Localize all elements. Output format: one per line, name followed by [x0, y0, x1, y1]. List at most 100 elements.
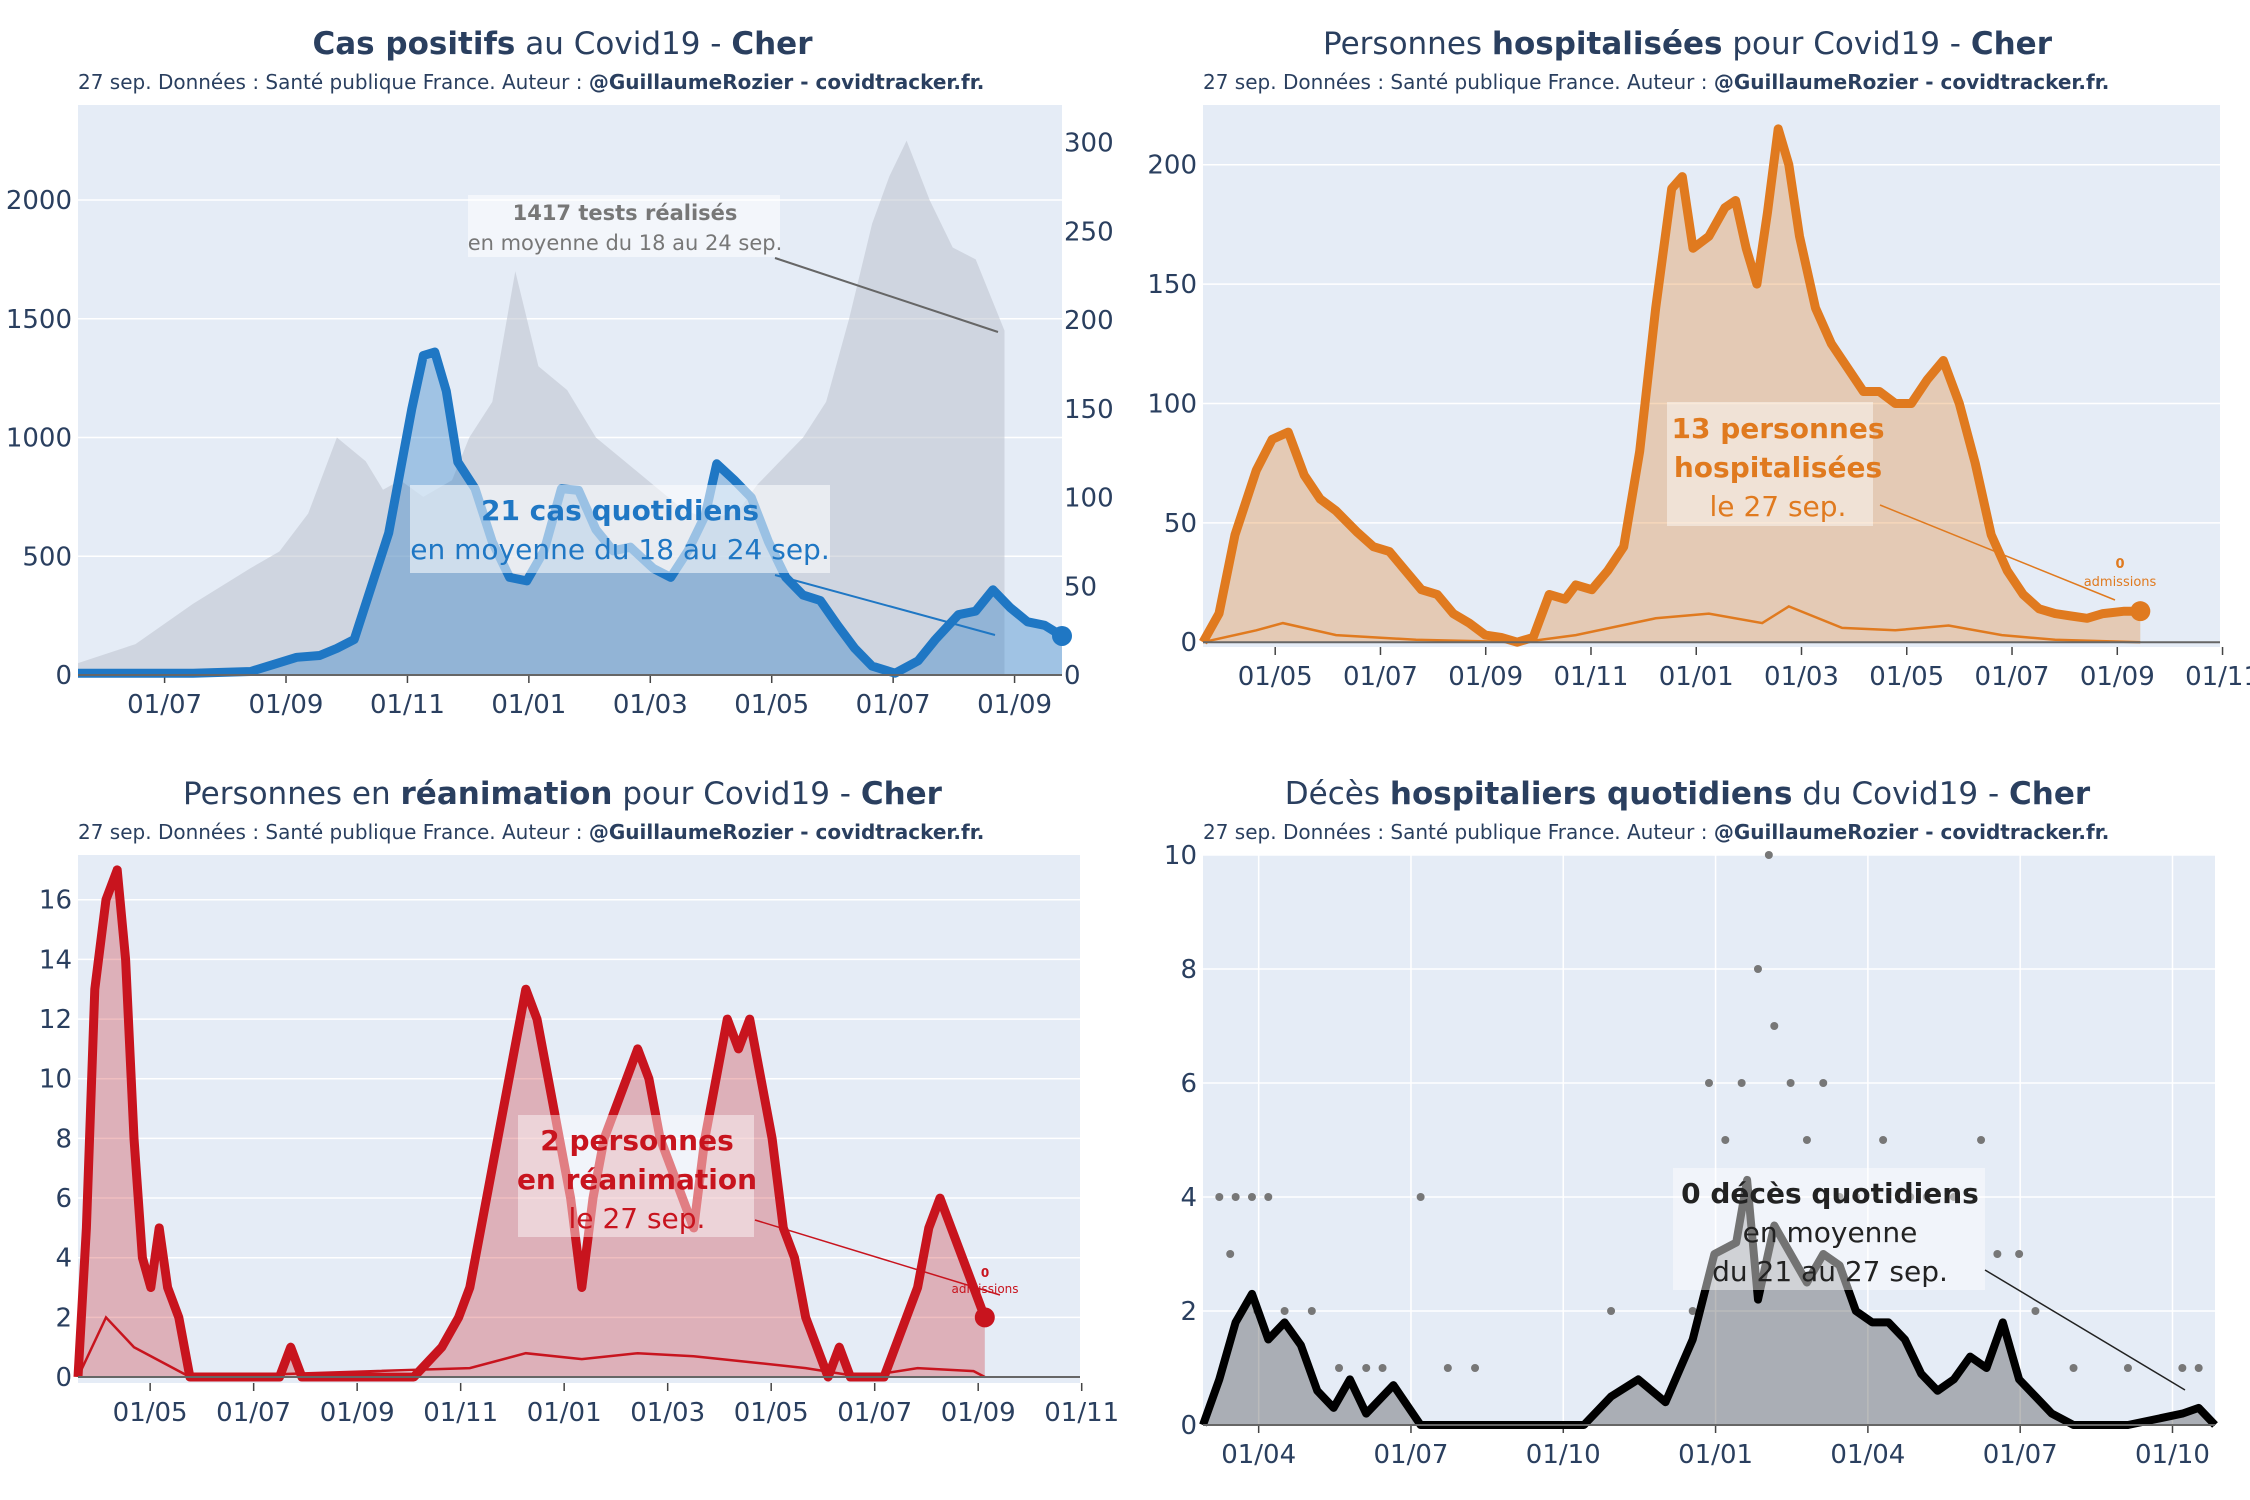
x-tick-label: 01/07: [1983, 1440, 2058, 1470]
x-tick-label: 01/11: [370, 690, 445, 720]
x-tick-label: 01/04: [1830, 1440, 1905, 1470]
annotation-bold: 13 personnes: [1672, 412, 1885, 445]
y-tick-label: 2000: [6, 186, 72, 216]
series-rea-line: [73, 865, 990, 1382]
y-tick-label: 150: [1147, 270, 1197, 300]
annotation2-bold: 0: [2115, 557, 2124, 572]
annotation-text: le 27 sep.: [569, 1202, 706, 1235]
plot-cases: 0 500 1000 1500 2000 0 50 100 150 200 250 300 01/07 0…: [6, 105, 1114, 720]
data-point-dot: [1786, 1079, 1795, 1087]
data-point-dot: [1416, 1193, 1425, 1201]
annotation2-arrow: [774, 257, 999, 333]
annotation-box: [1667, 402, 1873, 526]
y-tick-label: 50: [1164, 509, 1197, 539]
x-tick-label: 01/05: [113, 1398, 188, 1428]
x-tick-label: 01/09: [1448, 662, 1523, 692]
plot-deaths: 0 2 4 6 8 10 01/04 01/07 01/10 01/01 01/04 01/07 01/…: [1164, 841, 2218, 1470]
y-tick-label: 6: [55, 1184, 72, 1214]
data-point-dot: [1770, 1022, 1779, 1030]
data-point-dot: [1922, 1193, 1931, 1201]
chart-subtitle: 27 sep. Données : Santé publique France.…: [1203, 820, 2110, 844]
data-point-dot: [1335, 1364, 1344, 1372]
data-point-dot: [1851, 1193, 1860, 1201]
annotation-box: [1673, 1168, 1985, 1290]
data-point-dot: [1802, 1136, 1811, 1144]
plot-background: [1203, 855, 2215, 1425]
x-tick-label: 01/11: [2185, 662, 2250, 692]
annotation2-bold: 1417 tests réalisés: [513, 201, 738, 225]
x-tick-label: 01/09: [977, 690, 1052, 720]
data-point-dot: [1215, 1193, 1224, 1201]
series-admissions-line: [1202, 605, 2141, 644]
annotation-bold: en réanimation: [517, 1163, 757, 1196]
data-point-dot: [1226, 1250, 1235, 1258]
y-tick-label: 100: [1147, 389, 1197, 419]
x-tick-label: 01/01: [1678, 1440, 1753, 1470]
data-point-dot: [2031, 1307, 2040, 1315]
annotation2-bold: 0: [981, 1266, 989, 1280]
panel-reanimation: Personnes en réanimation pour Covid19 - …: [0, 750, 1125, 1500]
last-point-marker: [2130, 601, 2151, 622]
annotation-box: [410, 485, 830, 573]
y-tick-label: 200: [1147, 151, 1197, 181]
data-point-dot: [1737, 1079, 1746, 1087]
x-tick-label: 01/03: [613, 690, 688, 720]
data-point-dot: [1705, 1079, 1713, 1087]
data-point-dot: [1977, 1136, 1986, 1144]
y-tick-label: 4: [1180, 1183, 1197, 1213]
y-tick-label: 1000: [6, 424, 72, 454]
x-tick-label: 01/11: [423, 1398, 498, 1428]
data-point-dot: [1471, 1364, 1480, 1372]
x-tick-label: 01/05: [1238, 662, 1313, 692]
x-tick-label: 01/09: [2080, 662, 2155, 692]
x-tick-label: 01/09: [941, 1398, 1016, 1428]
y-tick-label: 4: [55, 1244, 72, 1274]
data-point-dot: [1819, 1079, 1828, 1087]
y-tick-label: 12: [39, 1005, 72, 1035]
x-tick-label: 01/05: [734, 1398, 809, 1428]
chart-title: Décès hospitaliers quotidiens du Covid19…: [1284, 776, 2091, 812]
panel-deces: Décès hospitaliers quotidiens du Covid19…: [1125, 750, 2250, 1500]
x-tick-label: 01/07: [856, 690, 931, 720]
data-point-dot: [1949, 1193, 1958, 1201]
annotation-bold: 2 personnes: [540, 1124, 734, 1157]
plot-background: [1203, 105, 2220, 647]
x-tick-label: 01/07: [216, 1398, 291, 1428]
series-hosp-area: [1203, 128, 2141, 643]
x-tick-label: 01/04: [1221, 1440, 1296, 1470]
data-point-dot: [2015, 1250, 2024, 1258]
data-point-dot: [1835, 1193, 1844, 1201]
x-tick-label: 01/03: [630, 1398, 705, 1428]
y-tick-label: 14: [39, 945, 72, 975]
plot-rea: 0 2 4 6 8 10 12 14 16 01/05 01/07 01/09 01/11 01/01 01…: [39, 855, 1119, 1428]
x-tick-label: 01/01: [1659, 662, 1734, 692]
annotation-arrow: [754, 1219, 1001, 1296]
x-tick-label: 01/11: [1044, 1398, 1119, 1428]
data-point-dot: [1688, 1307, 1697, 1315]
y-tick-label: 0: [55, 661, 72, 691]
annotation-arrow: [1879, 504, 2116, 601]
annotation-text: du 21 au 27 sep.: [1712, 1255, 1948, 1288]
data-point-dot: [1280, 1307, 1289, 1315]
data-point-dot: [1607, 1307, 1616, 1315]
y-tick-label: 2: [55, 1303, 72, 1333]
y2-tick-label: 200: [1064, 306, 1114, 336]
data-point-dot: [1753, 965, 1762, 973]
x-tick-label: 01/07: [1975, 662, 2050, 692]
annotation-bold: hospitalisées: [1674, 451, 1882, 484]
y-tick-label: 1500: [6, 305, 72, 335]
y-tick-label: 10: [39, 1065, 72, 1095]
y2-tick-label: 150: [1064, 395, 1114, 425]
plot-hosp: 0 50 100 150 200 01/05 01/07 01/09 01/11 01/01 01/…: [1147, 105, 2250, 692]
series-rea-area: [78, 869, 985, 1378]
series-hosp-line: [1199, 124, 2141, 647]
y-tick-label: 500: [22, 542, 72, 572]
data-point-dot: [1307, 1307, 1316, 1315]
data-point-dot: [1993, 1250, 2002, 1258]
x-tick-label: 01/01: [527, 1398, 602, 1428]
x-tick-label: 01/10: [1526, 1440, 1601, 1470]
annotation-bold: 0 décès quotidiens: [1681, 1177, 1979, 1210]
x-tick-label: 01/05: [734, 690, 809, 720]
y-tick-label: 16: [39, 886, 72, 916]
last-point-marker: [1052, 625, 1072, 646]
